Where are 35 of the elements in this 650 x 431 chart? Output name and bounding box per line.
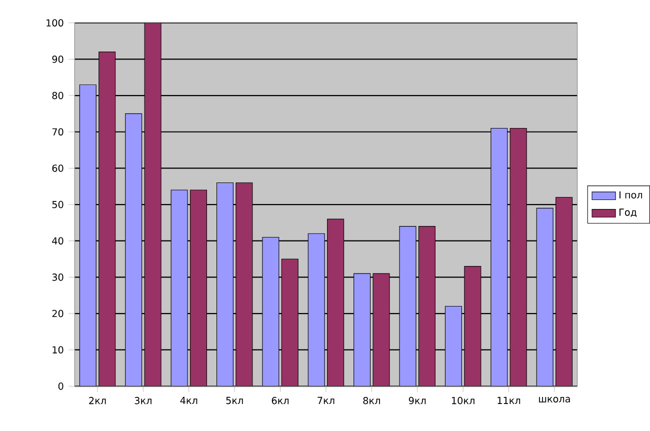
bar [510,128,527,386]
x-tick-label: школа [539,396,570,402]
y-tick-label: 80 [52,92,64,100]
bar [236,182,253,386]
bar [190,190,207,386]
x-tick-label: 10кл [452,396,474,404]
bar [327,218,344,386]
bar [372,273,390,386]
legend-label: Год [620,208,637,218]
legend-label: I пол [620,191,642,198]
bar [281,258,298,386]
bar [144,22,162,386]
bar [556,197,573,386]
bar [98,52,116,386]
y-tick-label: 30 [52,274,64,281]
y-tick-label: 90 [52,56,64,63]
bar [418,226,436,386]
y-tick-label: 100 [46,19,64,27]
x-tick-label: 4кл [180,396,198,404]
x-tick-label: 9кл [408,396,426,404]
y-tick-label: 0 [58,382,64,390]
y-tick-label: 50 [52,200,64,208]
x-tick-label: 2кл [89,396,106,404]
y-tick-label: 70 [52,128,64,136]
x-tick-label: 5кл [226,396,243,404]
x-tick-label: 3кл [134,396,152,404]
x-tick-label: 8кл [363,396,380,404]
bar [464,266,482,386]
x-tick-label: 6кл [272,396,289,404]
x-tick-label: 7кл [318,396,334,404]
y-tick-label: 60 [52,164,64,172]
x-tick-label: 11кл [498,396,520,404]
y-tick-label: 20 [52,310,64,318]
y-tick-label: 10 [52,346,64,354]
y-tick-label: 40 [52,237,64,245]
